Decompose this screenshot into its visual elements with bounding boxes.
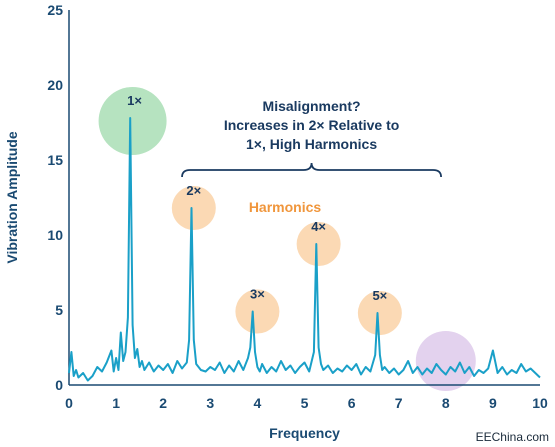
highlight-circles xyxy=(98,87,476,391)
highlight-circle-4x xyxy=(296,222,341,266)
highlight-circle-2x xyxy=(171,186,216,230)
y-tick-label: 5 xyxy=(55,302,63,318)
x-tick-label: 7 xyxy=(395,395,403,411)
peak-label-2x: 2× xyxy=(186,183,201,198)
watermark-text: EEChina.com xyxy=(476,430,549,444)
peak-label-1x: 1× xyxy=(127,93,142,108)
x-tick-label: 2 xyxy=(159,395,167,411)
axes xyxy=(68,10,540,386)
x-tick-label: 5 xyxy=(301,395,309,411)
highlight-circle-3x xyxy=(235,289,280,334)
y-tick-label: 0 xyxy=(55,377,63,393)
x-axis-label: Frequency xyxy=(269,425,340,441)
peak-label-5x: 5× xyxy=(372,288,387,303)
x-tick-label: 6 xyxy=(348,395,356,411)
highlight-circle-unlabeled xyxy=(415,331,476,391)
x-tick-label: 10 xyxy=(532,395,548,411)
peak-labels: 1× 2× 3× 4× 5× xyxy=(127,93,388,303)
highlight-circle-1x xyxy=(98,87,167,155)
callout-brace xyxy=(181,162,442,178)
callout-line-2: Increases in 2× Relative to xyxy=(224,117,399,133)
y-axis-label: Vibration Amplitude xyxy=(4,131,20,263)
callout-line-3: 1×, High Harmonics xyxy=(246,136,377,152)
y-tick-label: 20 xyxy=(47,77,63,93)
x-tick-label: 9 xyxy=(489,395,497,411)
spectrum-series-line xyxy=(68,117,541,382)
highlight-circle-5x xyxy=(357,291,402,335)
x-tick-label: 1 xyxy=(112,395,120,411)
peak-label-3x: 3× xyxy=(250,287,265,302)
y-tick-label: 25 xyxy=(47,2,63,18)
callout-line-1: Misalignment? xyxy=(263,98,361,114)
peak-label-4x: 4× xyxy=(311,219,326,234)
harmonics-label: Harmonics xyxy=(249,199,322,215)
x-tick-label: 4 xyxy=(254,395,262,411)
x-tick-label: 8 xyxy=(442,395,450,411)
y-tick-label: 10 xyxy=(47,227,63,243)
x-tick-label: 3 xyxy=(206,395,214,411)
tick-labels: 0 1 2 3 4 5 6 7 8 9 10 0 5 10 15 20 25 xyxy=(47,2,548,411)
x-tick-label: 0 xyxy=(65,395,73,411)
y-tick-label: 15 xyxy=(47,152,63,168)
